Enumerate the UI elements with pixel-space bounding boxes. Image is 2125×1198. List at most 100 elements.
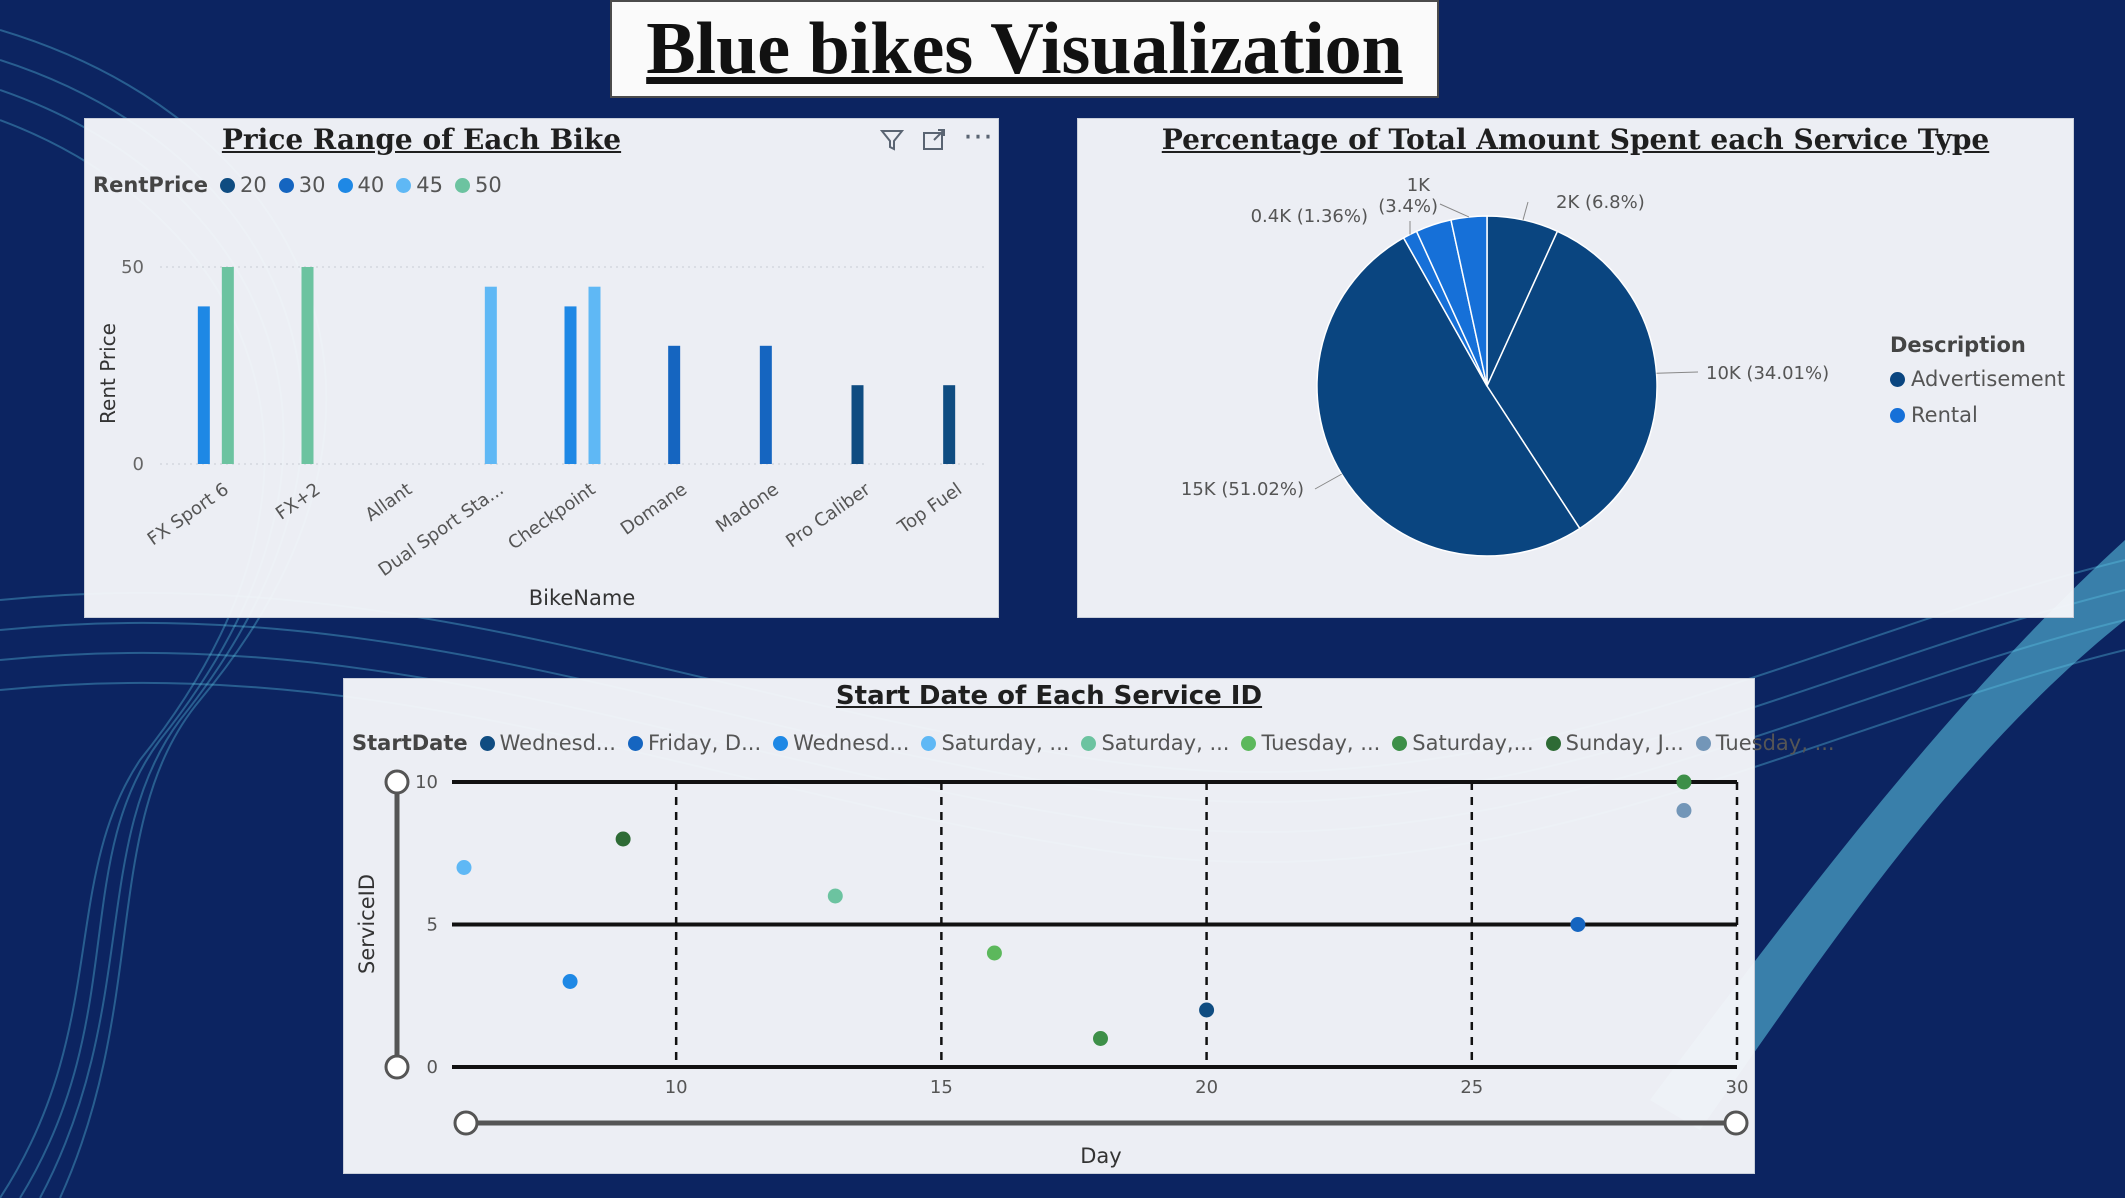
scatter-y-tick: 0 bbox=[427, 1057, 438, 1078]
scatter-legend-item-7[interactable]: Sunday, J... bbox=[1545, 731, 1684, 755]
scatter-y-axis-label: ServiceID bbox=[355, 874, 379, 974]
bar-legend-item-2-label: 40 bbox=[357, 173, 385, 197]
scatter-legend-item-1-swatch bbox=[627, 735, 643, 751]
scatter-point-6-0 bbox=[1093, 1031, 1108, 1046]
bar-chart: 0 50 Rent Price BikeName FX Sport 6 FX+2 Allan… bbox=[96, 257, 985, 610]
bar-x-tick: FX Sport 6 bbox=[144, 479, 233, 550]
scatter-legend-item-2[interactable]: Wednesd... bbox=[773, 731, 909, 755]
scatter-x-tick: 15 bbox=[930, 1077, 953, 1098]
scatter-legend-item-1-label: Friday, D... bbox=[647, 731, 762, 755]
pie-leader-0 bbox=[1522, 201, 1529, 220]
scatter-legend-item-3-swatch bbox=[921, 735, 937, 751]
bar-legend-item-2-swatch bbox=[337, 177, 353, 193]
pie-slice-1 bbox=[1486, 230, 1658, 530]
scatter-legend-item-5-swatch bbox=[1241, 735, 1257, 751]
scatter-chart-panel[interactable]: Start Date of Each Service ID StartDate … bbox=[343, 678, 1835, 1174]
bar-4-2 bbox=[564, 306, 577, 464]
scatter-legend-item-4-swatch bbox=[1081, 735, 1097, 751]
bar-0-2 bbox=[197, 306, 210, 464]
bar-legend-item-0-swatch bbox=[220, 177, 236, 193]
scatter-y-tick: 10 bbox=[415, 772, 438, 793]
scatter-legend-item-8[interactable]: Tuesday, ... bbox=[1695, 731, 1835, 755]
scatter-legend-item-4-label: Saturday, ... bbox=[1101, 731, 1230, 755]
bar-1-4 bbox=[301, 267, 314, 464]
scatter-legend-item-7-label: Sunday, J... bbox=[1565, 731, 1684, 755]
bar-legend: RentPrice 20 30 40 45 50 bbox=[93, 173, 514, 197]
pie-label-1k: 1K bbox=[1407, 175, 1431, 196]
scatter-point-3-0 bbox=[456, 860, 472, 875]
scatter-legend-item-0-label: Wednesd... bbox=[499, 731, 616, 755]
scatter-point-7-0 bbox=[615, 831, 631, 847]
bar-legend-item-3-label: 45 bbox=[416, 173, 443, 197]
scatter-point-5-0 bbox=[986, 945, 1002, 961]
bar-chart-panel[interactable]: Price Range of Each Bike ⋯ RentPrice 20 3… bbox=[84, 118, 999, 618]
bar-7-0 bbox=[851, 385, 864, 464]
scatter-point-1-0 bbox=[1570, 917, 1586, 932]
scatter-legend-item-6-label: Saturday,... bbox=[1412, 731, 1534, 755]
pie-legend-swatch bbox=[1890, 407, 1905, 423]
scatter-x-axis-label: Day bbox=[1080, 1144, 1121, 1168]
bar-4-3 bbox=[588, 286, 601, 464]
scatter-legend-item-6[interactable]: Saturday,... bbox=[1392, 731, 1534, 755]
pie-legend-label: Rental bbox=[1911, 403, 1978, 427]
title-banner: Blue bikes Visualization bbox=[610, 0, 1439, 98]
filter-icon[interactable] bbox=[879, 127, 905, 159]
pie-legend: Advertisement Rental bbox=[1890, 367, 2065, 439]
bar-legend-item-4[interactable]: 50 bbox=[454, 173, 502, 197]
pie-legend-item-1[interactable]: Rental bbox=[1890, 403, 2065, 427]
y-zoom-handle-top bbox=[384, 769, 410, 795]
bar-8-0 bbox=[943, 385, 956, 464]
scatter-legend-item-7-swatch bbox=[1545, 735, 1561, 751]
bar-legend-title: RentPrice bbox=[93, 173, 209, 197]
bar-legend-item-4-label: 50 bbox=[474, 173, 502, 197]
bar-legend-item-1-label: 30 bbox=[298, 173, 326, 197]
pie-leader-2 bbox=[1314, 473, 1342, 490]
bar-x-tick: Madone bbox=[712, 479, 783, 537]
scatter-point-4-0 bbox=[827, 888, 843, 904]
pie-legend-label: Advertisement bbox=[1911, 367, 2066, 391]
pie-leader-1 bbox=[1656, 371, 1699, 374]
scatter-legend-item-3[interactable]: Saturday, ... bbox=[921, 731, 1069, 755]
scatter-legend-item-1[interactable]: Friday, D... bbox=[627, 731, 762, 755]
scatter-legend-item-5[interactable]: Tuesday, ... bbox=[1241, 731, 1380, 755]
scatter-legend-item-0[interactable]: Wednesd... bbox=[479, 731, 616, 755]
bar-6-1 bbox=[759, 345, 772, 464]
bar-legend-item-0[interactable]: 20 bbox=[220, 173, 267, 197]
bar-legend-item-1[interactable]: 30 bbox=[278, 173, 326, 197]
bar-legend-item-2[interactable]: 40 bbox=[337, 173, 385, 197]
bar-legend-item-3[interactable]: 45 bbox=[396, 173, 443, 197]
bar-x-axis-label: BikeName bbox=[529, 586, 636, 610]
scatter-legend-item-2-label: Wednesd... bbox=[793, 731, 910, 755]
bar-legend-item-0-label: 20 bbox=[240, 173, 267, 197]
scatter-legend-item-6-swatch bbox=[1392, 735, 1408, 751]
bar-y-tick: 0 bbox=[133, 454, 144, 475]
scatter-y-tick: 5 bbox=[427, 915, 438, 936]
scatter-legend-item-2-swatch bbox=[773, 735, 789, 751]
scatter-x-tick: 20 bbox=[1195, 1077, 1218, 1098]
pie-slice-2 bbox=[1316, 236, 1581, 557]
bar-x-tick: FX+2 bbox=[272, 479, 324, 524]
bar-chart-title: Price Range of Each Bike bbox=[221, 123, 622, 156]
scatter-point-0-0 bbox=[1199, 1002, 1215, 1018]
bar-x-tick: Top Fuel bbox=[893, 479, 966, 539]
bar-legend-item-4-swatch bbox=[454, 177, 470, 193]
pie-leader-5 bbox=[1439, 203, 1470, 218]
scatter-chart: 0 5 10 10 15 20 25 30 Day ServiceID bbox=[355, 769, 1749, 1168]
y-zoom-handle-bottom bbox=[384, 1054, 410, 1080]
scatter-legend-title: StartDate bbox=[352, 731, 468, 755]
pie-label-10k: 10K (34.01%) bbox=[1706, 363, 1829, 384]
scatter-legend-item-4[interactable]: Saturday, ... bbox=[1081, 731, 1229, 755]
pie-legend-title: Description bbox=[1890, 333, 2026, 357]
bar-3-3 bbox=[484, 286, 497, 464]
bar-legend-item-3-swatch bbox=[396, 177, 412, 193]
x-zoom-handle-left bbox=[453, 1110, 479, 1136]
scatter-legend-item-5-label: Tuesday, ... bbox=[1261, 731, 1381, 755]
pie-chart-panel[interactable]: Percentage of Total Amount Spent each Se… bbox=[1077, 118, 2074, 618]
pie-chart-title: Percentage of Total Amount Spent each Se… bbox=[1161, 123, 1990, 156]
bar-legend-item-1-swatch bbox=[278, 177, 294, 193]
scatter-legend-item-8-swatch bbox=[1695, 735, 1711, 751]
pie-legend-item-0[interactable]: Advertisement bbox=[1890, 367, 2065, 391]
more-options-icon[interactable]: ⋯ bbox=[963, 119, 993, 154]
focus-mode-icon[interactable] bbox=[921, 127, 947, 159]
bar-0-4 bbox=[221, 267, 234, 464]
